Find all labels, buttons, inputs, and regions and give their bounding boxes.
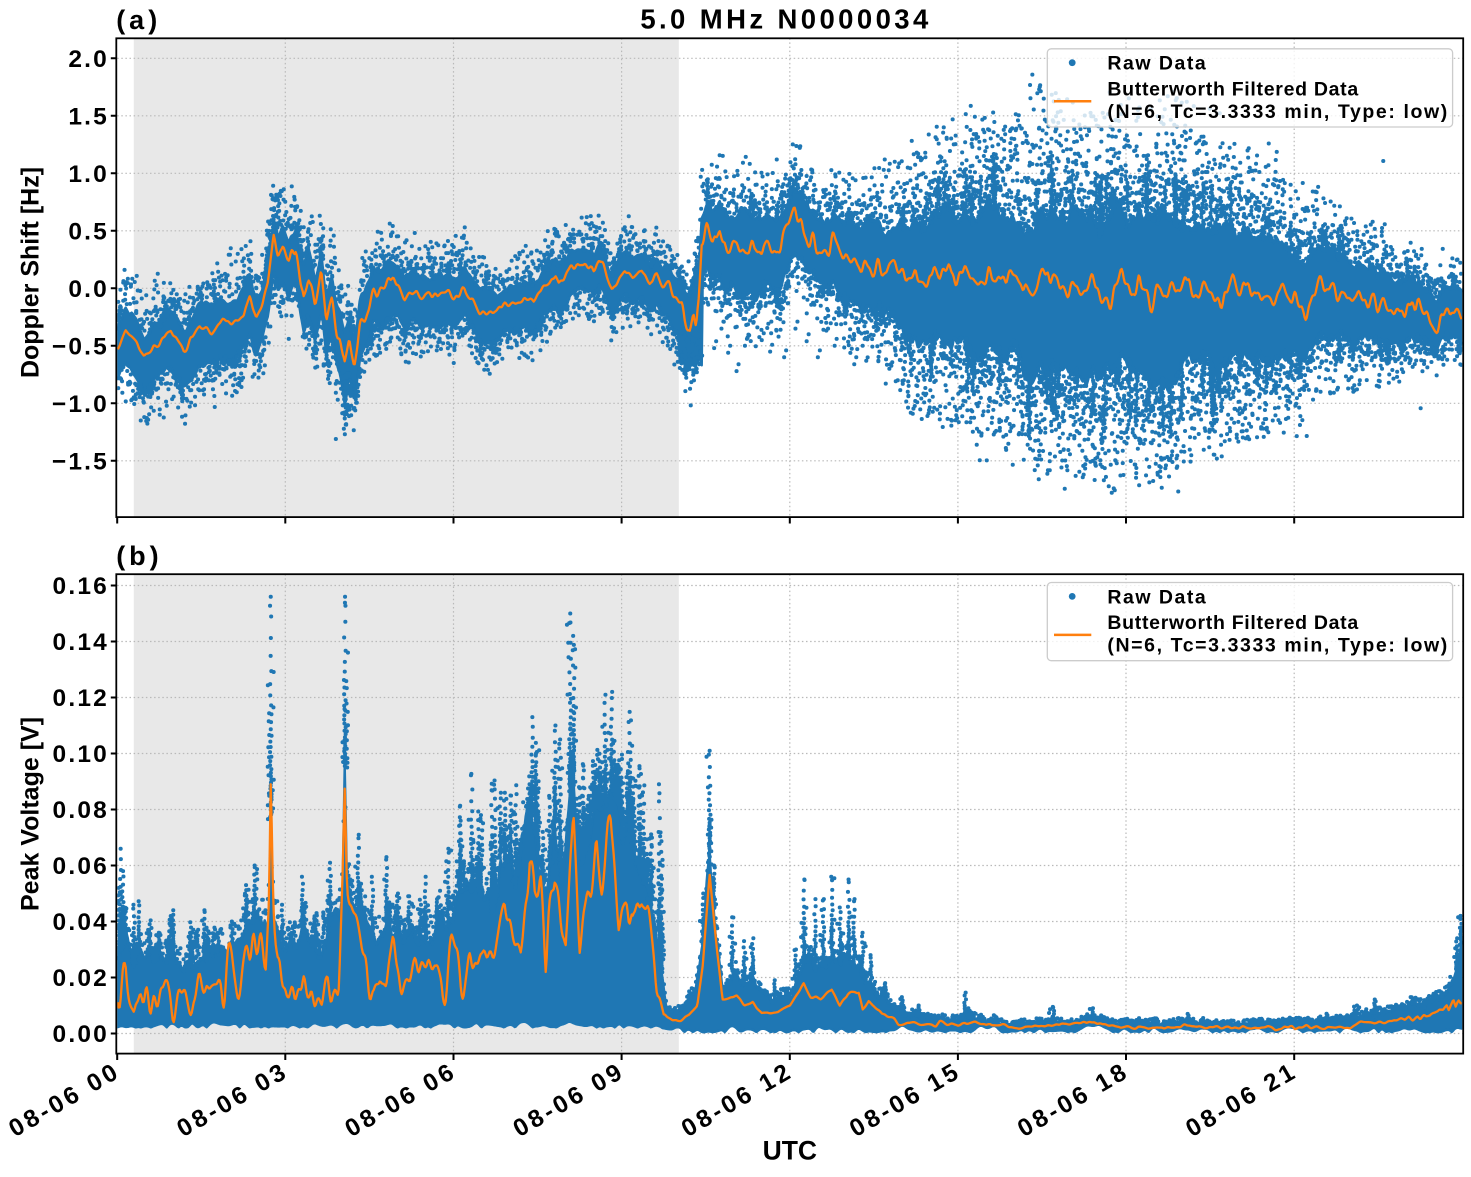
svg-text:(a): (a) bbox=[116, 5, 161, 35]
svg-text:(N=6, Tc=3.3333 min, Type: low: (N=6, Tc=3.3333 min, Type: low) bbox=[1107, 635, 1448, 657]
svg-text:−0.5: −0.5 bbox=[52, 333, 109, 360]
svg-text:0.14: 0.14 bbox=[53, 629, 109, 656]
svg-text:UTC: UTC bbox=[763, 1136, 817, 1166]
svg-text:0.5: 0.5 bbox=[68, 218, 109, 245]
svg-text:Raw Data: Raw Data bbox=[1107, 53, 1207, 75]
svg-text:0.00: 0.00 bbox=[53, 1021, 109, 1048]
svg-text:0.16: 0.16 bbox=[53, 573, 109, 600]
svg-text:2.0: 2.0 bbox=[68, 46, 109, 73]
svg-text:1.0: 1.0 bbox=[68, 161, 109, 188]
svg-text:−1.0: −1.0 bbox=[52, 391, 109, 418]
svg-text:0.12: 0.12 bbox=[53, 685, 109, 712]
svg-text:5.0 MHz N0000034: 5.0 MHz N0000034 bbox=[640, 4, 931, 35]
svg-text:0.0: 0.0 bbox=[68, 276, 109, 303]
svg-text:1.5: 1.5 bbox=[68, 103, 109, 130]
svg-text:Doppler Shift [Hz]: Doppler Shift [Hz] bbox=[17, 167, 45, 378]
svg-text:0.10: 0.10 bbox=[53, 741, 109, 768]
svg-text:(b): (b) bbox=[116, 541, 162, 571]
svg-text:Raw Data: Raw Data bbox=[1107, 586, 1207, 608]
svg-text:0.02: 0.02 bbox=[53, 965, 109, 992]
svg-text:0.06: 0.06 bbox=[53, 853, 109, 880]
svg-text:−1.5: −1.5 bbox=[52, 448, 109, 475]
svg-text:Peak Voltage [V]: Peak Voltage [V] bbox=[17, 717, 45, 911]
svg-text:(N=6, Tc=3.3333 min, Type: low: (N=6, Tc=3.3333 min, Type: low) bbox=[1107, 101, 1448, 123]
svg-text:Butterworth Filtered Data: Butterworth Filtered Data bbox=[1107, 78, 1359, 100]
svg-text:0.08: 0.08 bbox=[53, 797, 109, 824]
svg-text:0.04: 0.04 bbox=[53, 909, 109, 936]
svg-text:Butterworth Filtered Data: Butterworth Filtered Data bbox=[1107, 612, 1359, 634]
